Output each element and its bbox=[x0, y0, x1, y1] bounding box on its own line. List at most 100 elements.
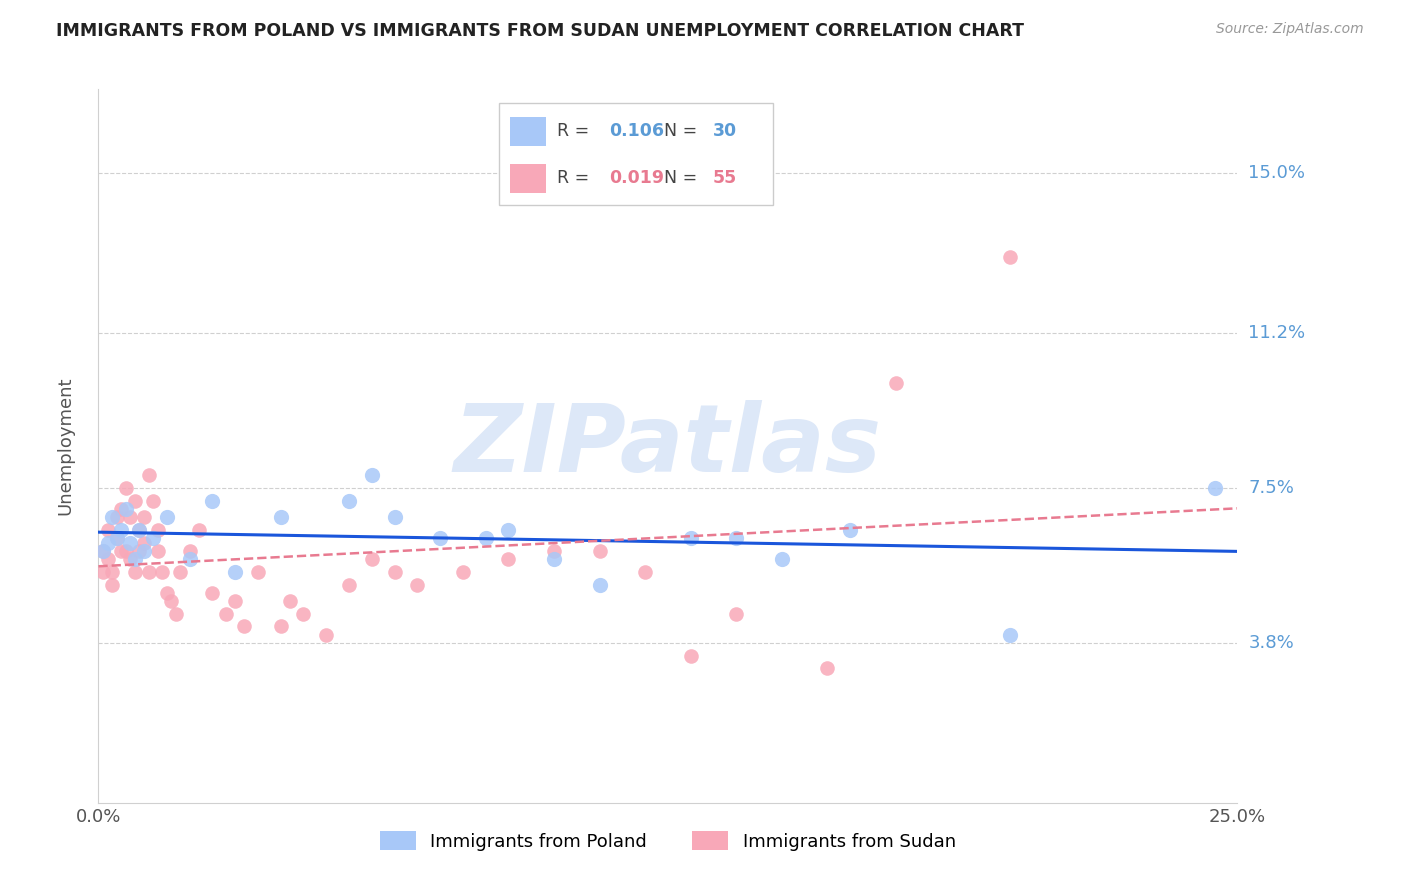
Point bbox=[120, 552, 142, 566]
Point bbox=[96, 552, 118, 566]
Point bbox=[142, 532, 165, 546]
Point bbox=[315, 628, 337, 642]
Point bbox=[337, 493, 360, 508]
Point bbox=[360, 468, 382, 483]
Point bbox=[96, 535, 118, 549]
Point bbox=[543, 544, 565, 558]
Point bbox=[114, 481, 136, 495]
Point bbox=[156, 586, 179, 600]
Point bbox=[132, 544, 155, 558]
Point bbox=[169, 565, 191, 579]
Point bbox=[124, 552, 146, 566]
Point bbox=[215, 607, 238, 621]
Text: N =: N = bbox=[664, 122, 703, 140]
Point bbox=[128, 523, 150, 537]
Point bbox=[132, 510, 155, 524]
Point bbox=[406, 577, 429, 591]
Point bbox=[128, 544, 150, 558]
Text: 11.2%: 11.2% bbox=[1249, 324, 1306, 342]
Legend: Immigrants from Poland, Immigrants from Sudan: Immigrants from Poland, Immigrants from … bbox=[373, 824, 963, 858]
Point bbox=[839, 523, 862, 537]
Point bbox=[120, 535, 142, 549]
Point bbox=[91, 544, 114, 558]
Text: 0.019: 0.019 bbox=[609, 169, 664, 187]
Point bbox=[725, 607, 748, 621]
Point bbox=[160, 594, 183, 608]
Text: 7.5%: 7.5% bbox=[1249, 479, 1295, 497]
Point bbox=[543, 552, 565, 566]
Point bbox=[101, 565, 124, 579]
Point bbox=[110, 523, 132, 537]
Point bbox=[815, 661, 838, 675]
Point bbox=[233, 619, 256, 633]
Point bbox=[142, 493, 165, 508]
Point bbox=[105, 510, 128, 524]
Text: N =: N = bbox=[664, 169, 703, 187]
Point bbox=[270, 619, 292, 633]
Point bbox=[384, 565, 406, 579]
Text: R =: R = bbox=[557, 169, 595, 187]
Point bbox=[105, 532, 128, 546]
Point bbox=[429, 532, 451, 546]
Point bbox=[138, 565, 160, 579]
Point bbox=[105, 532, 128, 546]
Text: Source: ZipAtlas.com: Source: ZipAtlas.com bbox=[1216, 22, 1364, 37]
Point bbox=[224, 594, 246, 608]
Point bbox=[224, 565, 246, 579]
Point bbox=[360, 552, 382, 566]
Text: ZIPatlas: ZIPatlas bbox=[454, 400, 882, 492]
Text: R =: R = bbox=[557, 122, 595, 140]
Text: IMMIGRANTS FROM POLAND VS IMMIGRANTS FROM SUDAN UNEMPLOYMENT CORRELATION CHART: IMMIGRANTS FROM POLAND VS IMMIGRANTS FRO… bbox=[56, 22, 1024, 40]
Point bbox=[150, 565, 173, 579]
Point bbox=[179, 552, 201, 566]
Point bbox=[146, 544, 169, 558]
Point bbox=[679, 532, 702, 546]
Point bbox=[201, 586, 224, 600]
Point bbox=[146, 523, 169, 537]
Point bbox=[679, 648, 702, 663]
Point bbox=[114, 544, 136, 558]
Point bbox=[884, 376, 907, 390]
Point bbox=[498, 523, 520, 537]
Point bbox=[101, 510, 124, 524]
Point bbox=[292, 607, 315, 621]
Point bbox=[998, 250, 1021, 264]
Bar bbox=[510, 164, 546, 193]
Y-axis label: Unemployment: Unemployment bbox=[56, 376, 75, 516]
Point bbox=[634, 565, 657, 579]
Point bbox=[138, 468, 160, 483]
Point bbox=[474, 532, 496, 546]
Point bbox=[179, 544, 201, 558]
Point bbox=[128, 523, 150, 537]
Point bbox=[120, 510, 142, 524]
Point bbox=[201, 493, 224, 508]
Point bbox=[96, 523, 118, 537]
Point bbox=[91, 565, 114, 579]
Point bbox=[588, 577, 610, 591]
Point bbox=[156, 510, 179, 524]
Bar bbox=[510, 117, 546, 145]
Point bbox=[124, 565, 146, 579]
Point bbox=[337, 577, 360, 591]
Point bbox=[132, 535, 155, 549]
Point bbox=[270, 510, 292, 524]
Text: 3.8%: 3.8% bbox=[1249, 634, 1294, 652]
Point bbox=[498, 552, 520, 566]
Point bbox=[1204, 481, 1226, 495]
Text: 0.106: 0.106 bbox=[609, 122, 664, 140]
Point bbox=[187, 523, 209, 537]
Text: 30: 30 bbox=[713, 122, 737, 140]
Point bbox=[588, 544, 610, 558]
Point bbox=[91, 544, 114, 558]
Point bbox=[278, 594, 301, 608]
Text: 55: 55 bbox=[713, 169, 737, 187]
Point bbox=[246, 565, 269, 579]
Point bbox=[384, 510, 406, 524]
Point bbox=[124, 493, 146, 508]
Point bbox=[451, 565, 474, 579]
FancyBboxPatch shape bbox=[499, 103, 773, 205]
Point bbox=[725, 532, 748, 546]
Text: 15.0%: 15.0% bbox=[1249, 164, 1305, 182]
Point bbox=[165, 607, 187, 621]
Point bbox=[101, 577, 124, 591]
